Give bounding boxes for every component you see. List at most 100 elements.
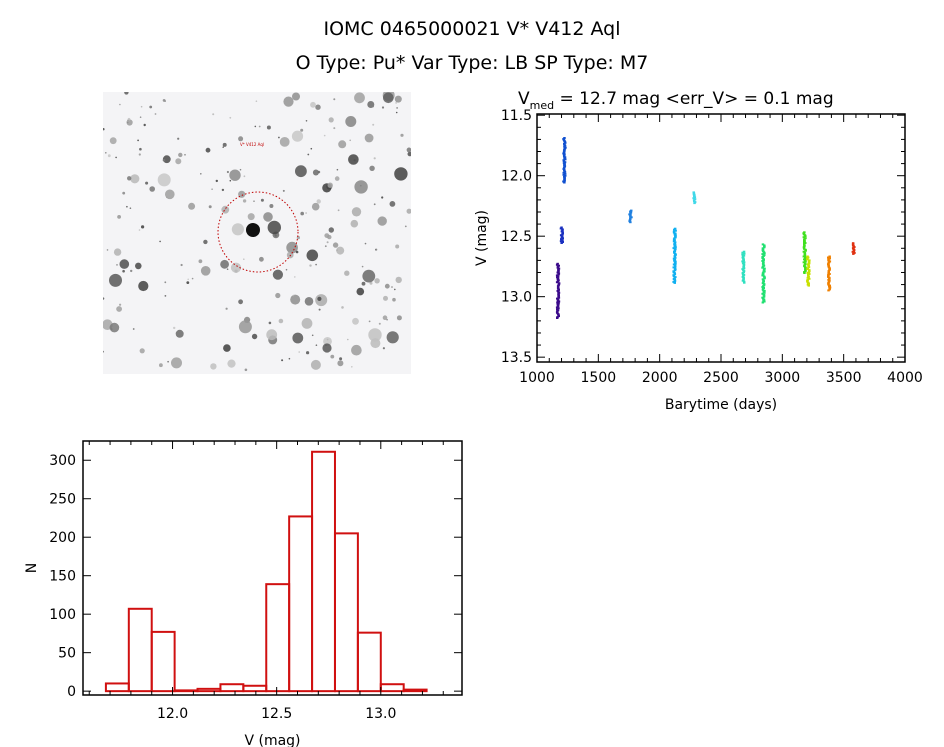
- y-tick-label: 300: [49, 453, 76, 469]
- data-point: [763, 300, 766, 303]
- star: [312, 169, 319, 176]
- star: [310, 101, 316, 108]
- data-point: [806, 268, 809, 271]
- star: [282, 189, 285, 192]
- star: [115, 156, 117, 159]
- data-point: [673, 281, 676, 284]
- star: [124, 92, 129, 95]
- histogram-bar: [127, 607, 153, 693]
- star: [373, 157, 376, 160]
- star: [238, 136, 244, 142]
- star: [362, 269, 376, 283]
- data-point: [806, 258, 809, 261]
- star: [386, 331, 399, 344]
- star: [295, 250, 299, 254]
- star: [315, 294, 328, 307]
- plot-frame: [536, 113, 906, 363]
- data-point: [742, 267, 746, 270]
- star: [137, 139, 139, 142]
- data-point: [693, 202, 696, 205]
- star: [345, 116, 357, 127]
- star: [109, 322, 120, 333]
- star: [266, 329, 278, 341]
- star: [306, 351, 310, 355]
- star: [242, 199, 247, 203]
- target-circle: [217, 191, 299, 273]
- star: [369, 165, 375, 171]
- y-tick-label: 0: [67, 684, 76, 700]
- star: [254, 125, 257, 128]
- star: [334, 176, 340, 181]
- histogram-bar: [402, 688, 428, 693]
- histogram-bar: [356, 631, 382, 693]
- star: [130, 174, 140, 184]
- star: [154, 113, 157, 115]
- star: [188, 202, 196, 210]
- star: [372, 105, 374, 108]
- data-point: [761, 292, 764, 295]
- data-point: [557, 273, 560, 276]
- data-point: [674, 262, 677, 265]
- star: [288, 357, 291, 360]
- star: [117, 215, 121, 219]
- star: [326, 241, 329, 244]
- star: [394, 288, 396, 291]
- data-point: [741, 253, 744, 256]
- data-point: [563, 181, 566, 184]
- data-point: [806, 276, 810, 279]
- star: [406, 147, 411, 153]
- data-point: [555, 263, 559, 266]
- star: [223, 344, 231, 352]
- data-point: [672, 275, 676, 278]
- star: [407, 151, 411, 157]
- data-point: [808, 277, 811, 280]
- data-point: [557, 296, 561, 299]
- star: [351, 207, 362, 217]
- star: [159, 363, 163, 368]
- data-point: [827, 289, 830, 292]
- star: [395, 244, 400, 249]
- star: [307, 153, 310, 156]
- data-point: [803, 272, 806, 274]
- star: [298, 351, 300, 353]
- star: [310, 359, 321, 370]
- star: [222, 142, 227, 147]
- star: [119, 303, 122, 306]
- star: [295, 165, 307, 178]
- x-tick-label: 13.0: [365, 706, 396, 722]
- star: [210, 363, 217, 370]
- data-point: [761, 243, 765, 246]
- star: [354, 180, 368, 194]
- star: [316, 199, 321, 204]
- plot-frame: [82, 440, 463, 696]
- star: [278, 318, 284, 324]
- sky-image: V* V412 Aql: [103, 92, 411, 374]
- star: [395, 276, 402, 284]
- x-tick-label: 1500: [581, 370, 617, 386]
- star: [292, 332, 304, 344]
- x-axis-label: Barytime (days): [665, 397, 777, 413]
- star: [386, 318, 388, 321]
- histogram-bar: [196, 687, 222, 693]
- y-tick-label: 150: [49, 569, 76, 585]
- target-label: V* V412 Aql: [240, 142, 264, 147]
- title-prefix: V: [518, 89, 530, 109]
- star: [389, 201, 396, 207]
- star: [318, 308, 321, 311]
- star: [300, 128, 304, 132]
- star: [139, 116, 142, 118]
- star: [382, 347, 385, 350]
- star: [381, 106, 385, 109]
- histogram-bar: [311, 450, 336, 693]
- data-point: [763, 291, 766, 294]
- star: [286, 241, 298, 254]
- star: [364, 242, 367, 245]
- data-point: [743, 252, 746, 255]
- y-tick-label: 250: [49, 492, 76, 508]
- star: [238, 320, 252, 334]
- star: [400, 133, 404, 137]
- data-point: [804, 260, 807, 263]
- star: [247, 213, 255, 221]
- star: [157, 173, 171, 187]
